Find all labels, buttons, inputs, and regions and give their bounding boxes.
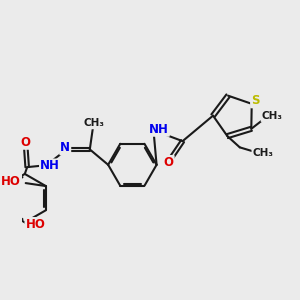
Text: NH: NH: [40, 160, 60, 172]
Text: CH₃: CH₃: [84, 118, 105, 128]
Text: CH₃: CH₃: [262, 111, 283, 121]
Text: HO: HO: [1, 175, 20, 188]
Text: O: O: [21, 136, 31, 149]
Text: O: O: [164, 156, 174, 169]
Text: S: S: [251, 94, 260, 107]
Text: N: N: [60, 141, 70, 154]
Text: CH₃: CH₃: [252, 148, 273, 158]
Text: HO: HO: [26, 218, 45, 231]
Text: NH: NH: [149, 123, 169, 136]
